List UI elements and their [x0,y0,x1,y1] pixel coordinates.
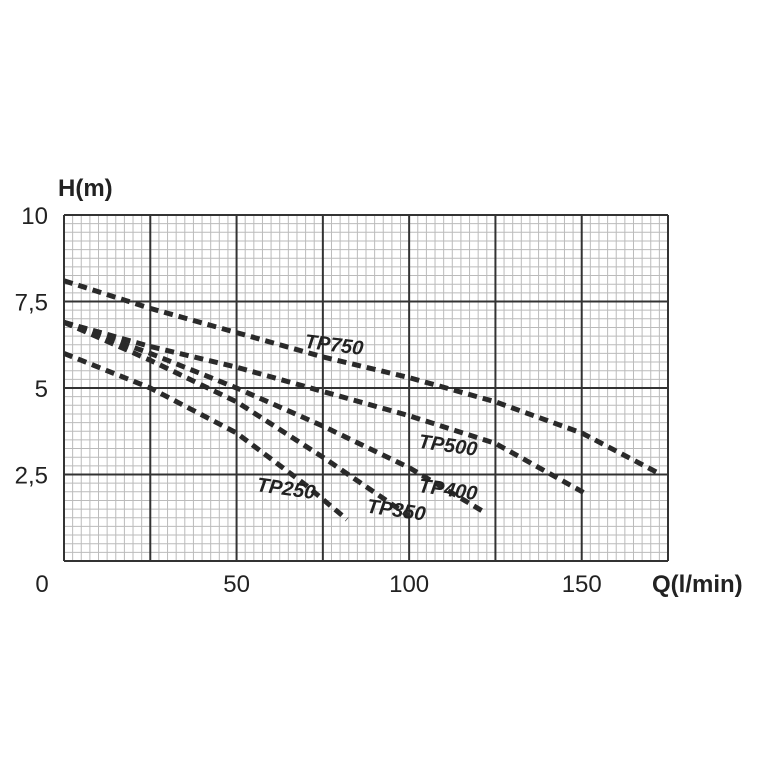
major-grid [63,214,669,562]
y-tick-label: 10 [21,203,48,230]
x-tick-label: 0 [35,571,48,598]
curve-tp350 [62,320,411,519]
y-tick-label: 5 [35,376,48,403]
tick-labels: 0 50 100 150 2,5 5 7,5 10 [15,203,602,598]
curve-tp750 [63,278,663,477]
x-tick-label: 150 [562,571,602,598]
x-tick-label: 50 [223,571,250,598]
y-axis-title: H(m) [58,175,113,202]
y-tick-label: 2,5 [15,463,48,490]
x-tick-label: 100 [389,571,429,598]
curve-tp250 [63,351,349,522]
curve-tp400 [63,319,487,515]
curve-label-tp250: TP250 [255,474,316,504]
x-axis-title: Q(l/min) [652,571,743,598]
y-tick-label: 7,5 [15,290,48,317]
pump-curves [62,278,663,522]
